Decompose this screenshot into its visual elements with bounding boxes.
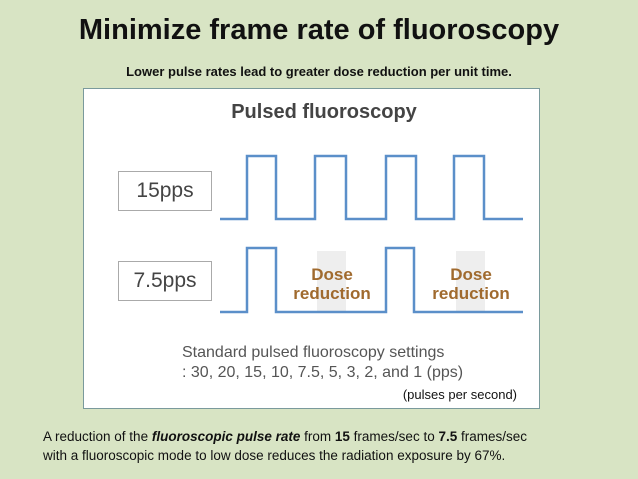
footer-line-2: with a fluoroscopic mode to low dose red…	[43, 448, 506, 463]
text: A reduction of the	[43, 429, 152, 444]
slide-subtitle: Lower pulse rates lead to greater dose r…	[126, 64, 512, 79]
footer-text: A reduction of the fluoroscopic pulse ra…	[43, 427, 527, 465]
settings-text: Standard pulsed fluoroscopy settings : 30…	[182, 343, 463, 383]
pulsed-fluoroscopy-figure: Pulsed fluoroscopy 15pps 7.5pps Dose redu…	[83, 88, 540, 409]
dose-reduction-label: Dose reduction	[432, 265, 510, 303]
slide-title: Minimize frame rate of fluoroscopy	[78, 14, 560, 46]
dose-reduction-label: Dose reduction	[293, 265, 371, 303]
text: from	[300, 429, 335, 444]
text-bold: 15	[334, 429, 350, 444]
dose-shade	[456, 251, 485, 311]
label-7-5pps: 7.5pps	[118, 261, 212, 301]
wave-15pps	[220, 154, 523, 221]
text: frames/sec to	[349, 429, 439, 444]
settings-line-1: Standard pulsed fluoroscopy settings	[182, 344, 445, 361]
pps-note: (pulses per second)	[402, 387, 517, 402]
pulse-waveforms	[220, 154, 523, 314]
figure-title: Pulsed fluoroscopy	[231, 101, 417, 123]
dose-shade	[317, 251, 346, 311]
footer-line-1: A reduction of the fluoroscopic pulse ra…	[43, 427, 527, 446]
wave-7-5pps	[220, 246, 523, 314]
text-emphasis: fluoroscopic pulse rate	[151, 429, 301, 444]
text-bold: 7.5	[438, 429, 458, 444]
settings-line-2: : 30, 20, 15, 10, 7.5, 5, 3, 2, and 1 (p…	[182, 364, 464, 381]
label-15pps: 15pps	[118, 171, 212, 211]
text: frames/sec	[457, 429, 528, 444]
